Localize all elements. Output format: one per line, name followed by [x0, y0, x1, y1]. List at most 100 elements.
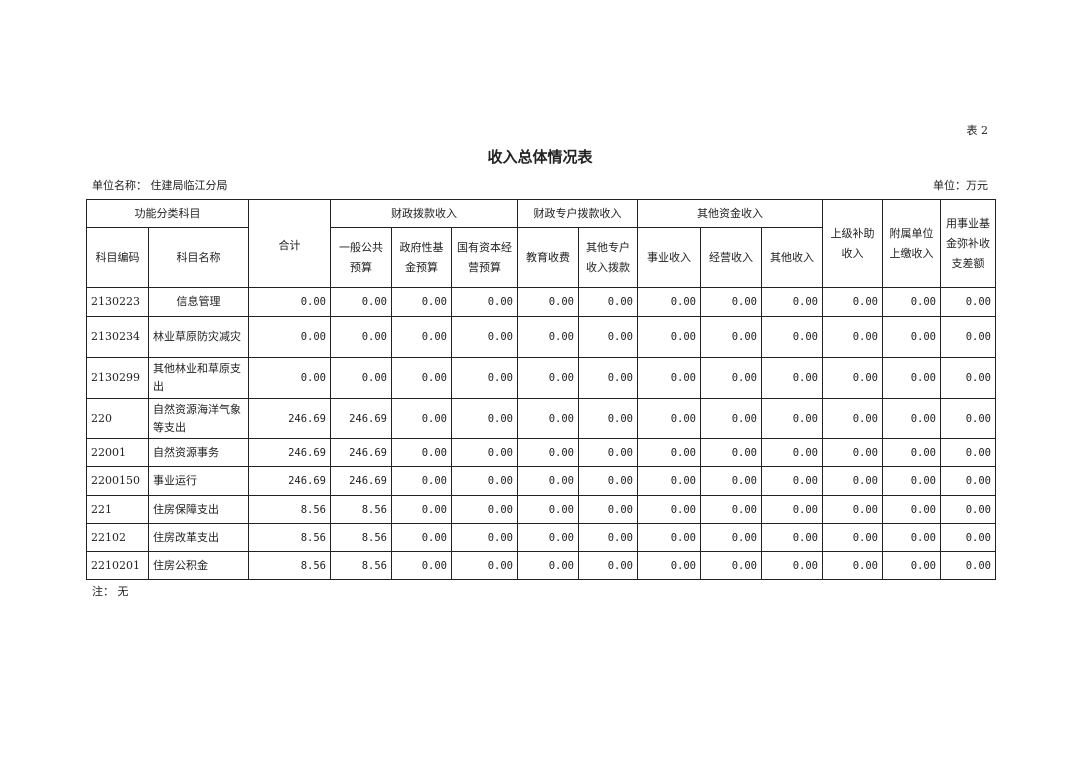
cell-value: 0.00 — [822, 438, 883, 467]
cell-value: 0.00 — [822, 316, 883, 358]
cell-value: 0.00 — [940, 398, 996, 439]
cell-value: 0.00 — [391, 438, 452, 467]
cell-value: 0.00 — [578, 357, 638, 399]
cell-name: 住房公积金 — [148, 551, 249, 580]
header-special: 财政专户拨款收入 — [517, 199, 638, 228]
cell-value: 0.00 — [761, 398, 823, 439]
cell-code: 2210201 — [86, 551, 149, 580]
cell-value: 0.00 — [822, 357, 883, 399]
cell-value: 0.00 — [940, 438, 996, 467]
cell-value: 0.00 — [940, 316, 996, 358]
unit-name-value: 住建局临江分局 — [150, 179, 228, 192]
cell-value: 0.00 — [578, 523, 638, 552]
cell-value: 0.00 — [517, 398, 579, 439]
cell-value: 0.00 — [882, 495, 941, 524]
header-fiscal: 财政拨款收入 — [330, 199, 518, 228]
cell-value: 0.00 — [451, 357, 518, 399]
cell-value: 0.00 — [451, 495, 518, 524]
cell-value: 0.00 — [882, 523, 941, 552]
cell-value: 0.00 — [578, 551, 638, 580]
cell-value: 0.00 — [248, 357, 331, 399]
cell-code: 22001 — [86, 438, 149, 467]
cell-name: 自然资源海洋气象等支出 — [148, 398, 249, 439]
cell-value: 0.00 — [882, 466, 941, 496]
cell-value: 0.00 — [822, 466, 883, 496]
header-other-col: 其他收入 — [761, 227, 823, 288]
cell-value: 0.00 — [700, 357, 762, 399]
cell-value: 0.00 — [578, 316, 638, 358]
cell-value: 0.00 — [451, 398, 518, 439]
cell-code: 2130223 — [86, 287, 149, 317]
currency-unit: 单位：万元 — [933, 179, 988, 192]
page-title: 收入总体情况表 — [487, 148, 593, 166]
cell-value: 0.00 — [882, 398, 941, 439]
table-number: 表 2 — [966, 124, 989, 137]
table-row: 2210201 住房公积金 8.56 8.56 0.00 0.00 0.00 0.00 0.00… — [86, 551, 996, 580]
cell-value: 0.00 — [761, 316, 823, 358]
cell-value: 0.00 — [700, 398, 762, 439]
cell-value: 0.00 — [700, 495, 762, 524]
income-table: 功能分类科目 合计 财政拨款收入 财政专户拨款收入 其他资金收入 上级补助收入 … — [86, 199, 996, 580]
cell-value: 246.69 — [330, 438, 392, 467]
cell-value: 0.00 — [637, 495, 701, 524]
cell-code: 2130299 — [86, 357, 149, 399]
table-row: 2130234 林业草原防灾减灾 0.00 0.00 0.00 0.00 0.00 0.00 0… — [86, 316, 996, 358]
cell-value: 0.00 — [451, 551, 518, 580]
cell-value: 0.00 — [391, 316, 452, 358]
cell-value: 0.00 — [391, 357, 452, 399]
cell-value: 0.00 — [700, 523, 762, 552]
cell-value: 0.00 — [451, 316, 518, 358]
cell-value: 0.00 — [517, 357, 579, 399]
unit-name: 单位名称： 住建局临江分局 — [92, 177, 228, 193]
cell-value: 0.00 — [637, 316, 701, 358]
cell-value: 0.00 — [761, 495, 823, 524]
cell-value: 0.00 — [248, 316, 331, 358]
cell-code: 2200150 — [86, 466, 149, 496]
cell-value: 8.56 — [330, 523, 392, 552]
table-row: 2130299 其他林业和草原支出 0.00 0.00 0.00 0.00 0.00 0.00… — [86, 357, 996, 399]
header-other-col: 事业收入 — [637, 227, 701, 288]
cell-value: 0.00 — [637, 287, 701, 317]
cell-value: 0.00 — [451, 438, 518, 467]
cell-value: 0.00 — [761, 287, 823, 317]
cell-value: 0.00 — [940, 357, 996, 399]
cell-value: 0.00 — [391, 523, 452, 552]
cell-value: 0.00 — [517, 287, 579, 317]
header-other: 其他资金收入 — [637, 199, 823, 228]
cell-value: 0.00 — [822, 495, 883, 524]
cell-value: 0.00 — [940, 287, 996, 317]
header-affiliated: 附属单位上缴收入 — [882, 199, 941, 288]
cell-code: 2130234 — [86, 316, 149, 358]
cell-value: 0.00 — [882, 316, 941, 358]
unit-name-label: 单位名称： — [92, 179, 147, 192]
cell-value: 246.69 — [330, 398, 392, 439]
header-fund: 用事业基金弥补收支差额 — [940, 199, 996, 288]
cell-value: 8.56 — [248, 495, 331, 524]
table-row: 22102 住房改革支出 8.56 8.56 0.00 0.00 0.00 0.00 0.00 0… — [86, 523, 996, 552]
cell-value: 0.00 — [700, 316, 762, 358]
cell-value: 0.00 — [761, 357, 823, 399]
cell-value: 0.00 — [517, 523, 579, 552]
cell-name: 住房保障支出 — [148, 495, 249, 524]
cell-value: 0.00 — [940, 551, 996, 580]
cell-value: 0.00 — [882, 287, 941, 317]
cell-name: 自然资源事务 — [148, 438, 249, 467]
cell-value: 0.00 — [822, 287, 883, 317]
cell-value: 0.00 — [517, 316, 579, 358]
header-special-col: 教育收费 — [517, 227, 579, 288]
cell-value: 0.00 — [882, 551, 941, 580]
cell-value: 246.69 — [248, 466, 331, 496]
cell-name: 其他林业和草原支出 — [148, 357, 249, 399]
cell-value: 0.00 — [330, 357, 392, 399]
cell-value: 8.56 — [248, 523, 331, 552]
cell-value: 0.00 — [517, 551, 579, 580]
cell-value: 0.00 — [700, 438, 762, 467]
cell-value: 0.00 — [822, 398, 883, 439]
header-name: 科目名称 — [148, 227, 249, 288]
cell-value: 0.00 — [761, 551, 823, 580]
cell-code: 221 — [86, 495, 149, 524]
cell-value: 246.69 — [330, 466, 392, 496]
cell-value: 0.00 — [637, 551, 701, 580]
header-code: 科目编码 — [86, 227, 149, 288]
cell-value: 0.00 — [700, 466, 762, 496]
